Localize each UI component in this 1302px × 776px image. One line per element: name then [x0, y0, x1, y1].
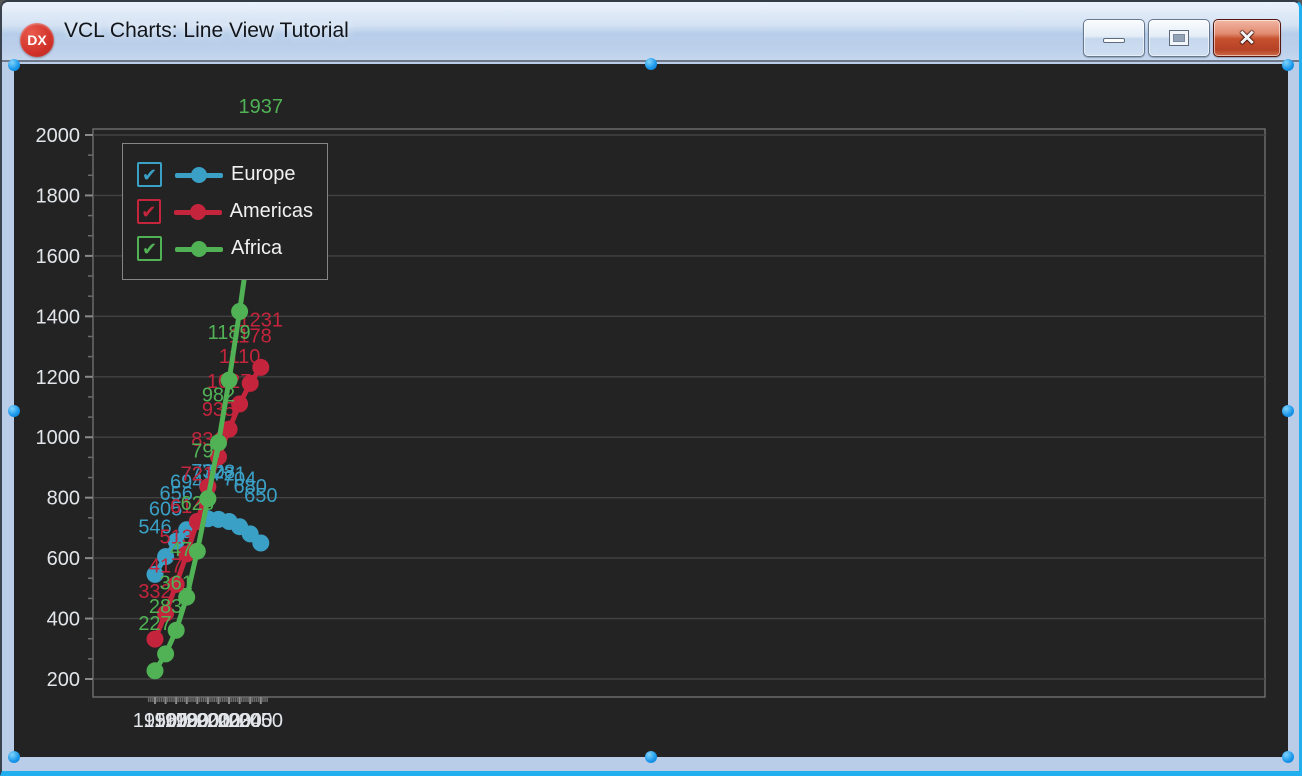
svg-text:2000: 2000 [36, 125, 81, 147]
svg-text:332: 332 [138, 581, 171, 603]
svg-text:656: 656 [160, 483, 193, 505]
svg-text:200: 200 [47, 669, 80, 691]
legend-marker-americas [173, 203, 222, 221]
resize-handle-middle-right[interactable] [1282, 405, 1294, 417]
minimize-button[interactable] [1083, 19, 1145, 57]
svg-text:694: 694 [170, 472, 203, 494]
svg-text:704: 704 [223, 469, 256, 491]
chart-legend: ✔ Europe ✔ Americas ✔ Africa [122, 143, 328, 280]
svg-text:227: 227 [138, 613, 171, 635]
svg-text:605: 605 [149, 499, 182, 521]
svg-text:1600: 1600 [36, 246, 81, 268]
app-icon: DX [20, 23, 54, 57]
svg-text:546: 546 [138, 516, 171, 538]
legend-row-europe: ✔ Europe [137, 156, 313, 193]
y-axis: 200 400 600 800 1000 1200 1400 1600 1800 2000 [36, 125, 93, 691]
svg-text:1990: 1990 [175, 710, 220, 732]
legend-checkbox-europe[interactable]: ✔ [137, 162, 162, 187]
svg-text:2010: 2010 [196, 710, 241, 732]
svg-text:1800: 1800 [36, 185, 81, 207]
svg-text:471: 471 [170, 539, 203, 561]
form-background: 200 400 600 800 1000 1200 1400 1600 1800 2000 1950… [2, 58, 1299, 771]
svg-text:1970: 1970 [154, 710, 199, 732]
legend-row-americas: ✔ Americas [137, 193, 313, 230]
resize-handle-top-right[interactable] [1282, 59, 1294, 71]
plot-border [92, 128, 1266, 698]
svg-text:2050: 2050 [239, 710, 284, 732]
svg-text:1000: 1000 [36, 427, 81, 449]
point-labels-americas: 3324175136147218369351027111011781231 [138, 309, 283, 603]
close-icon: ✕ [1238, 26, 1256, 50]
line-chart: 2004006008001000120014001600180020001950… [36, 96, 1266, 732]
svg-text:1980: 1980 [164, 710, 209, 732]
minimize-icon [1103, 37, 1125, 43]
svg-text:1937: 1937 [239, 96, 284, 118]
svg-text:600: 600 [47, 548, 80, 570]
svg-text:400: 400 [47, 609, 80, 631]
legend-label-africa: Africa [231, 237, 283, 259]
legend-marker-europe [175, 166, 223, 184]
legend-checkbox-americas[interactable]: ✔ [137, 199, 161, 224]
svg-text:614: 614 [170, 496, 203, 518]
svg-text:283: 283 [149, 596, 182, 618]
svg-text:623: 623 [181, 493, 214, 515]
svg-text:1200: 1200 [36, 367, 81, 389]
svg-text:2040: 2040 [228, 710, 273, 732]
resize-handle-top-left[interactable] [8, 59, 20, 71]
resize-handle-top-center[interactable] [645, 58, 657, 70]
resize-handle-bottom-left[interactable] [8, 751, 20, 763]
svg-text:797: 797 [191, 441, 224, 463]
resize-handle-bottom-right[interactable] [1282, 751, 1294, 763]
svg-text:982: 982 [202, 385, 235, 407]
svg-text:361: 361 [160, 572, 193, 594]
svg-text:1950: 1950 [133, 710, 178, 732]
svg-text:513: 513 [160, 526, 193, 548]
svg-text:680: 680 [234, 476, 267, 498]
svg-text:1400: 1400 [36, 306, 81, 328]
svg-text:721: 721 [181, 464, 214, 486]
maximize-button[interactable] [1148, 19, 1210, 57]
svg-text:2000: 2000 [186, 710, 231, 732]
chart-panel: 200 400 600 800 1000 1200 1400 1600 1800 2000 1950… [8, 58, 1294, 763]
legend-row-africa: ✔ Africa [137, 230, 313, 267]
legend-marker-africa [175, 240, 223, 258]
resize-handle-middle-left[interactable] [8, 405, 20, 417]
svg-text:1960: 1960 [143, 710, 188, 732]
resize-handle-bottom-center[interactable] [645, 751, 657, 763]
series-americas [146, 358, 270, 648]
app-icon-label: DX [27, 32, 47, 48]
svg-text:2030: 2030 [217, 710, 262, 732]
maximize-icon [1170, 31, 1188, 45]
close-button[interactable]: ✕ [1213, 19, 1281, 57]
svg-text:1178: 1178 [229, 325, 272, 347]
svg-text:1110: 1110 [219, 346, 261, 368]
svg-text:721: 721 [212, 464, 245, 486]
titlebar[interactable]: DX VCL Charts: Line View Tutorial ✕ [2, 2, 1299, 62]
x-axis: 1950196019701980199020002010202020302040… [133, 697, 283, 732]
svg-text:1189: 1189 [208, 322, 251, 344]
legend-checkbox-africa[interactable]: ✔ [137, 236, 162, 261]
series-europe [146, 510, 270, 583]
legend-label-europe: Europe [231, 163, 296, 185]
legend-label-americas: Americas [229, 200, 313, 222]
svg-text:650: 650 [244, 485, 277, 507]
svg-text:800: 800 [47, 488, 80, 510]
svg-text:417: 417 [149, 555, 182, 577]
svg-text:1231: 1231 [239, 309, 284, 331]
window-title: VCL Charts: Line View Tutorial [64, 19, 349, 42]
svg-text:2020: 2020 [207, 710, 252, 732]
